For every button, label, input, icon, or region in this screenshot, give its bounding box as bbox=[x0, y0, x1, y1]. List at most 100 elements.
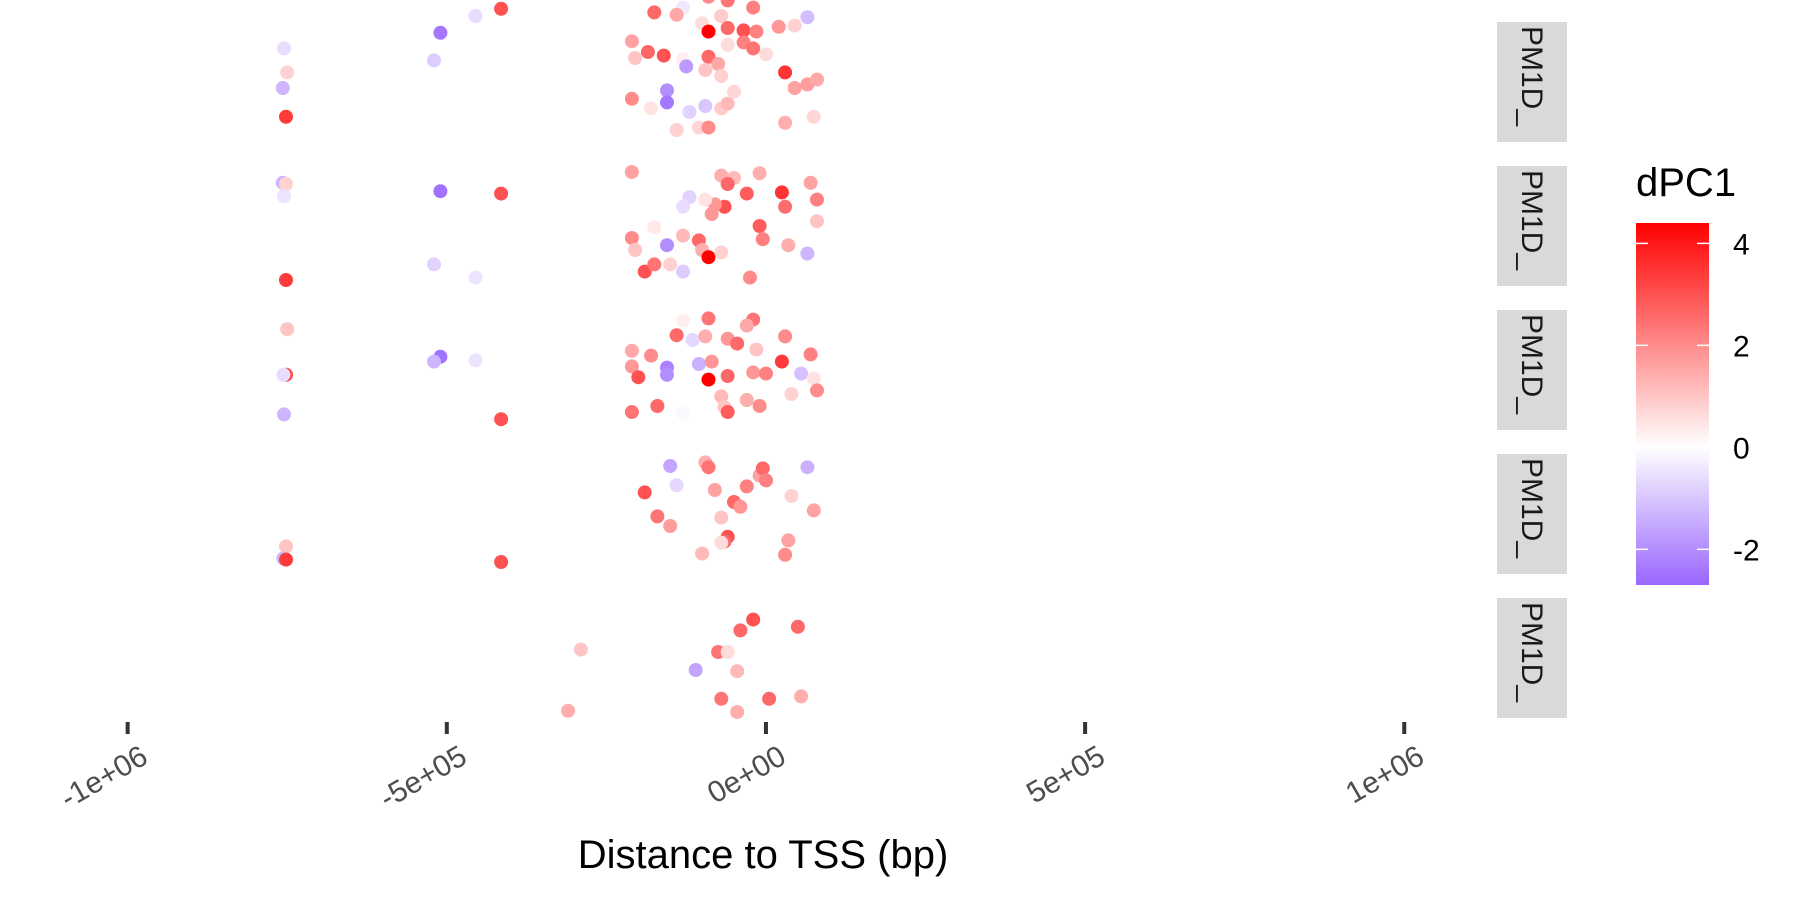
x-axis-title: Distance to TSS (bp) bbox=[578, 833, 949, 877]
data-point bbox=[704, 354, 719, 369]
data-point bbox=[631, 370, 646, 385]
data-point bbox=[778, 199, 793, 214]
data-point bbox=[714, 9, 729, 23]
data-point bbox=[660, 83, 674, 98]
facet-panel-4 bbox=[276, 455, 821, 569]
data-point bbox=[800, 246, 815, 261]
data-point bbox=[279, 539, 293, 554]
data-point bbox=[433, 25, 448, 40]
data-point bbox=[806, 371, 821, 386]
x-tick-label: 5e+05 bbox=[1021, 739, 1110, 810]
data-point bbox=[660, 95, 674, 110]
data-point bbox=[494, 412, 509, 427]
legend-ticks: -2 0 2 4 bbox=[1636, 228, 1760, 567]
facet-strip-2: PM1D_ bbox=[1497, 166, 1567, 286]
x-tick-label: -5e+05 bbox=[374, 739, 472, 815]
data-point bbox=[720, 177, 735, 191]
data-point bbox=[730, 664, 745, 679]
data-point bbox=[806, 109, 821, 124]
data-point bbox=[698, 63, 713, 77]
data-point bbox=[714, 691, 729, 706]
facet-strip-label: PM1D_ bbox=[1515, 314, 1548, 415]
data-point bbox=[778, 329, 793, 344]
facet-strip-1: PM1D_ bbox=[1497, 22, 1567, 142]
data-point bbox=[624, 34, 639, 49]
data-point bbox=[746, 0, 761, 15]
facet-strip-background bbox=[1497, 22, 1567, 142]
data-point bbox=[701, 311, 716, 326]
data-point bbox=[746, 41, 761, 56]
data-point bbox=[640, 45, 655, 59]
data-point bbox=[494, 555, 509, 569]
data-point bbox=[637, 485, 652, 500]
x-axis: -1e+06 -5e+05 0e+00 5e+05 1e+06 bbox=[55, 722, 1430, 815]
data-point bbox=[685, 333, 700, 347]
facet-strip-background bbox=[1497, 454, 1567, 574]
data-point bbox=[749, 24, 764, 39]
facet-strip-label: PM1D_ bbox=[1515, 26, 1548, 127]
data-point bbox=[676, 228, 690, 243]
data-point bbox=[279, 552, 293, 567]
x-tick-label: -1e+06 bbox=[55, 739, 153, 815]
data-point bbox=[746, 612, 761, 627]
data-point bbox=[275, 81, 290, 95]
data-point bbox=[759, 473, 773, 488]
x-tick-label: 0e+00 bbox=[702, 739, 791, 810]
data-point bbox=[279, 177, 293, 191]
facet-strip-background bbox=[1497, 310, 1567, 430]
data-point bbox=[714, 245, 729, 260]
data-point bbox=[647, 220, 662, 235]
data-point bbox=[749, 342, 764, 357]
data-point bbox=[704, 207, 719, 221]
data-point bbox=[669, 328, 684, 343]
data-point bbox=[679, 59, 694, 74]
data-point bbox=[800, 460, 815, 475]
data-point bbox=[669, 123, 684, 137]
data-point bbox=[660, 238, 674, 253]
data-point bbox=[644, 101, 659, 116]
data-point bbox=[752, 219, 767, 233]
data-point bbox=[276, 367, 291, 382]
data-point bbox=[573, 642, 588, 657]
data-point bbox=[810, 72, 824, 87]
data-point bbox=[663, 519, 678, 533]
data-point bbox=[624, 165, 639, 179]
data-point bbox=[624, 91, 639, 106]
data-point bbox=[695, 546, 710, 561]
data-point bbox=[433, 184, 448, 199]
data-point bbox=[810, 192, 824, 207]
facet-panel-5 bbox=[561, 612, 809, 719]
data-point bbox=[468, 353, 483, 368]
facet-strip-4: PM1D_ bbox=[1497, 454, 1567, 574]
data-point bbox=[714, 69, 729, 83]
data-point bbox=[280, 322, 295, 337]
data-point bbox=[803, 347, 818, 362]
data-point bbox=[698, 329, 713, 344]
data-point bbox=[733, 623, 748, 638]
data-point bbox=[778, 115, 793, 130]
data-point bbox=[691, 120, 706, 135]
data-point bbox=[806, 503, 821, 518]
data-point bbox=[277, 189, 291, 203]
facet-strip-5: PM1D_ bbox=[1497, 598, 1567, 718]
panels bbox=[275, 0, 824, 719]
data-point bbox=[279, 273, 293, 287]
data-point bbox=[676, 264, 690, 279]
data-point bbox=[663, 459, 678, 473]
data-point bbox=[624, 359, 639, 374]
data-point bbox=[720, 96, 735, 111]
data-point bbox=[774, 354, 789, 369]
data-point bbox=[701, 250, 716, 265]
data-point bbox=[624, 231, 639, 245]
data-point bbox=[771, 19, 786, 34]
data-point bbox=[682, 105, 697, 119]
data-point bbox=[794, 366, 809, 381]
data-point bbox=[720, 37, 735, 52]
facet-strips: PM1D_ PM1D_ PM1D_ PM1D_ PM1D_ bbox=[1497, 22, 1567, 718]
data-point bbox=[778, 65, 793, 80]
data-point bbox=[790, 619, 805, 634]
data-point bbox=[759, 47, 773, 62]
data-point bbox=[644, 348, 659, 363]
legend-title: dPC1 bbox=[1636, 161, 1736, 205]
